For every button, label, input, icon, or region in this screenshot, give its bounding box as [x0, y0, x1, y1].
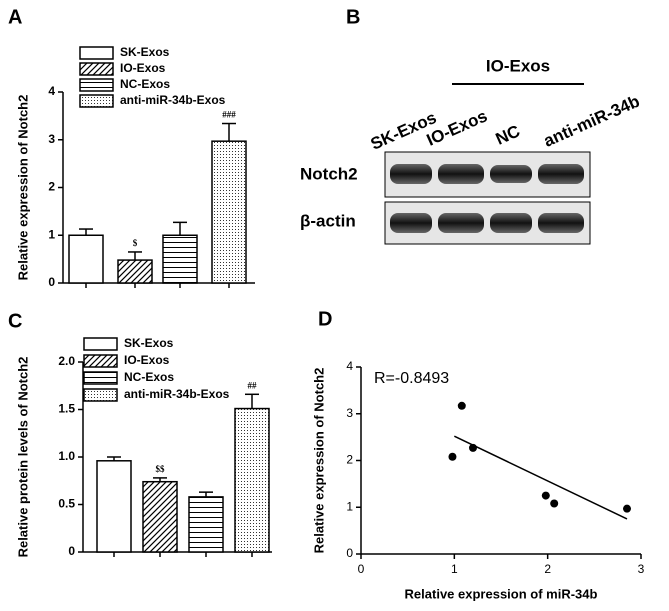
y-tick-label: 2 [48, 180, 55, 194]
lane-label: NC [493, 121, 523, 148]
y-tick-label: 1.0 [58, 449, 75, 463]
significance-label: ## [248, 380, 258, 390]
legend-swatch [79, 78, 114, 92]
y-tick-label: 4 [48, 84, 55, 98]
point [469, 443, 477, 452]
lane-label: anti-miR-34b [541, 92, 643, 151]
band [438, 164, 484, 184]
band [490, 165, 532, 183]
bar [117, 259, 153, 284]
row-label: Notch2 [300, 164, 358, 183]
band [538, 164, 584, 184]
y-tick-label: 2 [346, 453, 353, 467]
y-axis-title: Relative protein levels of Notch2 [15, 357, 30, 558]
panel-letter: B [346, 6, 360, 28]
bar [162, 234, 198, 284]
point [448, 452, 457, 461]
band [490, 213, 532, 233]
bar [142, 480, 178, 553]
blot-panel: B IO-Exos SK-Exos IO-Exos NC anti-miR-34… [300, 6, 643, 245]
legend-label: anti-miR-34b-Exos [124, 387, 230, 401]
significance-label: ### [222, 110, 236, 120]
fit-line [454, 435, 628, 520]
bar [188, 496, 224, 553]
bar [96, 460, 132, 553]
legend-label: IO-Exos [124, 353, 170, 367]
x-tick-label: 3 [638, 562, 645, 576]
band [390, 213, 432, 233]
y-tick-label: 2.0 [58, 354, 75, 368]
panel-letter: D [318, 308, 332, 330]
legend-label: NC-Exos [124, 370, 174, 384]
legend-label: SK-Exos [124, 336, 174, 350]
y-tick-label: 3 [48, 132, 55, 146]
significance-label: $ [133, 238, 138, 248]
x-tick-label: 2 [544, 562, 551, 576]
y-tick-label: 3 [346, 406, 353, 420]
band [438, 213, 484, 233]
y-tick-label: 1.5 [58, 402, 75, 416]
y-tick-label: 4 [346, 359, 353, 373]
legend-swatch [79, 94, 114, 108]
annotation: R=-0.8493 [374, 370, 449, 387]
y-tick-label: 0 [48, 275, 55, 289]
panel-letter: C [8, 310, 22, 332]
legend-swatch [83, 337, 118, 351]
group-label: IO-Exos [486, 56, 550, 75]
point [541, 491, 550, 500]
band [538, 213, 584, 233]
bar [234, 407, 270, 553]
legend-label: anti-miR-34b-Exos [120, 93, 226, 107]
x-axis-title: Relative expression of miR-34b [405, 586, 598, 601]
y-tick-label: 0 [346, 546, 353, 560]
legend-swatch [83, 371, 118, 385]
legend-swatch [79, 46, 114, 60]
x-tick-label: 1 [451, 562, 458, 576]
bar [68, 234, 104, 284]
point [550, 499, 559, 508]
legend-label: IO-Exos [120, 61, 166, 75]
y-tick-label: 1 [48, 227, 55, 241]
point [623, 504, 631, 513]
point [457, 401, 466, 410]
y-tick-label: 0.5 [58, 497, 75, 511]
legend-swatch [83, 388, 118, 402]
row-label: β-actin [300, 211, 356, 230]
bar [211, 140, 247, 284]
significance-label: $$ [156, 464, 166, 474]
y-axis-title: Relative expression of Notch2 [311, 368, 326, 554]
y-tick-label: 0 [68, 544, 75, 558]
panel-letter: A [8, 6, 22, 28]
legend-label: SK-Exos [120, 45, 170, 59]
y-tick-label: 1 [346, 499, 353, 513]
legend-swatch [83, 354, 118, 368]
band [390, 164, 432, 184]
legend-swatch [79, 62, 114, 76]
x-tick-label: 0 [358, 562, 365, 576]
y-axis-title: Relative expression of Notch2 [15, 95, 30, 281]
legend-label: NC-Exos [120, 77, 170, 91]
